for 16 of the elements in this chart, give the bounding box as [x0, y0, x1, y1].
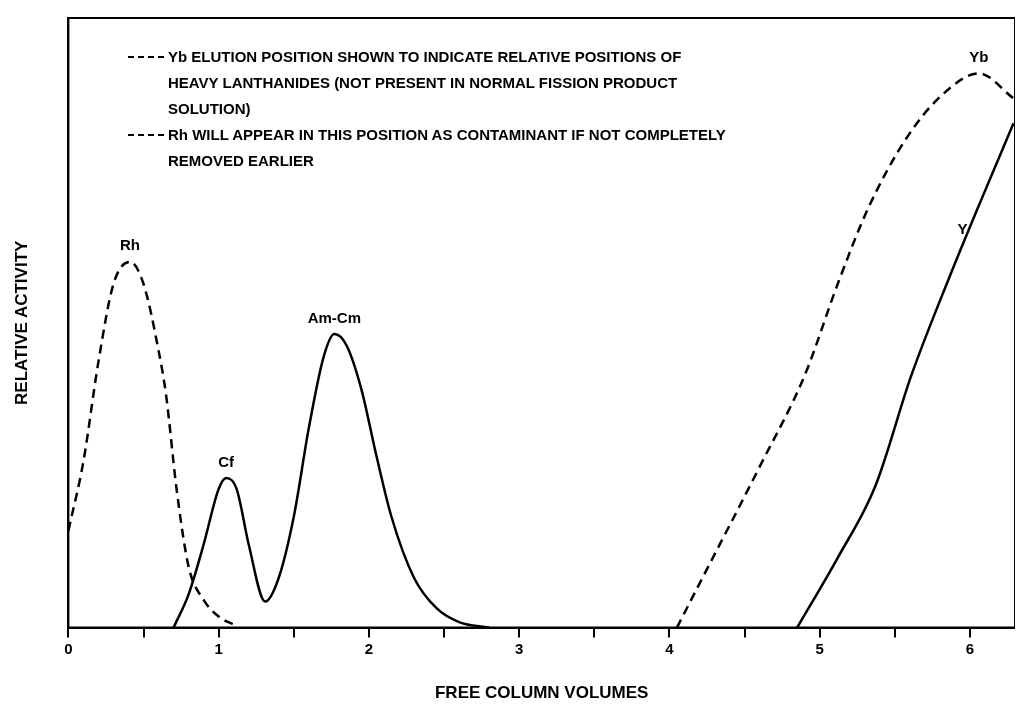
annotation: Y [957, 219, 968, 237]
legend-label: Yb ELUTION POSITION SHOWN TO INDICATE RELATIVE POSITIONS OF HEAVY LANTHANIDES (NOT PRESENT IN NORMAL FISSION PRODUCT SOLUTION) [168, 47, 683, 119]
x-tick-label: 3 [514, 639, 524, 657]
x-tick-label: 4 [665, 639, 675, 657]
x-tick-label: 5 [815, 639, 824, 657]
x-tick-label: 1 [214, 639, 223, 657]
x-axis-title: FREE COLUMN VOLUMES [434, 683, 649, 703]
x-tick-label: 0 [64, 639, 73, 657]
annotation: Rh [120, 236, 140, 254]
x-tick-label: 2 [364, 639, 374, 657]
annotation: Yb [969, 48, 989, 66]
y-axis-title: RELATIVE ACTIVITY [11, 239, 31, 405]
annotation: Cf [218, 452, 236, 470]
x-tick-label: 6 [965, 639, 975, 657]
annotation: Am-Cm [307, 308, 362, 326]
legend-label: Rh WILL APPEAR IN THIS POSITION AS CONTAMINANT IF NOT COMPLETELY REMOVED EARLIER [168, 125, 727, 171]
